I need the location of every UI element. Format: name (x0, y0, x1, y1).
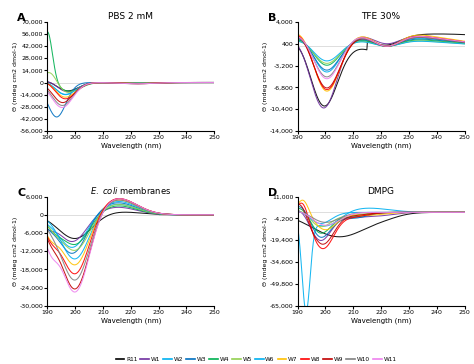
X-axis label: Wavelength (nm): Wavelength (nm) (351, 143, 411, 150)
X-axis label: Wavelength (nm): Wavelength (nm) (100, 318, 161, 324)
X-axis label: Wavelength (nm): Wavelength (nm) (351, 318, 411, 324)
Title: TFE 30%: TFE 30% (362, 12, 401, 21)
Y-axis label: Θ (mdeg cm2 dmol-1): Θ (mdeg cm2 dmol-1) (263, 217, 268, 286)
Text: A: A (18, 13, 26, 23)
Text: D: D (268, 188, 277, 198)
Title: PBS 2 mM: PBS 2 mM (109, 12, 153, 21)
Y-axis label: Θ (mdeg cm2 dmol-1): Θ (mdeg cm2 dmol-1) (13, 217, 18, 286)
Y-axis label: Θ (mdeg cm2 dmol-1): Θ (mdeg cm2 dmol-1) (13, 42, 18, 111)
Y-axis label: Θ (mdeg cm2 dmol-1): Θ (mdeg cm2 dmol-1) (264, 42, 268, 111)
Legend: R11, W1, W2, W3, W4, W5, W6, W7, W8, W9, W10, W11: R11, W1, W2, W3, W4, W5, W6, W7, W8, W9,… (113, 355, 399, 364)
Text: B: B (268, 13, 276, 23)
Title: DMPG: DMPG (368, 187, 394, 196)
Title: $\it{E.\ coli}$ membranes: $\it{E.\ coli}$ membranes (90, 185, 172, 196)
X-axis label: Wavelength (nm): Wavelength (nm) (100, 143, 161, 150)
Text: C: C (18, 188, 26, 198)
